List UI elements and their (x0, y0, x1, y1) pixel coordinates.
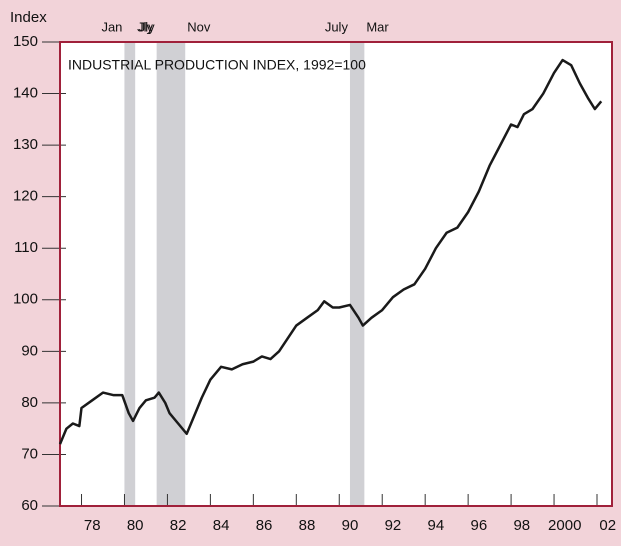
x-tick-label: 96 (470, 517, 487, 534)
x-tick-label: 86 (256, 517, 273, 534)
y-tick-label: 140 (13, 85, 38, 102)
x-tick-label: 80 (127, 517, 144, 534)
y-tick-label: 80 (21, 394, 38, 411)
x-tick-label: 78 (84, 517, 101, 534)
y-tick-label: 70 (21, 445, 38, 462)
recession-end-label: Mar (366, 19, 389, 34)
recession-band (349, 42, 365, 506)
y-tick-label: 150 (13, 33, 38, 50)
x-tick-label: 2000 (548, 517, 581, 534)
y-tick-label: 90 (21, 342, 38, 359)
y-tick-label: 130 (13, 136, 38, 153)
y-tick-label: 110 (14, 239, 38, 256)
x-tick-label: 82 (170, 517, 187, 534)
recession-start-label: July (325, 19, 349, 34)
x-tick-label: 94 (428, 517, 445, 534)
x-tick-label: 98 (513, 517, 530, 534)
x-tick-label: 90 (342, 517, 359, 534)
recession-end-label: Nov (187, 19, 211, 34)
x-tick-label: 88 (299, 517, 316, 534)
data-line (58, 58, 603, 445)
y-tick-label: 60 (21, 497, 38, 514)
recession-end-label: Jly (137, 19, 153, 34)
plot-border (59, 41, 613, 507)
y-tick-label: 100 (13, 291, 38, 308)
recession-band (156, 42, 186, 506)
x-tick-label: 02 (599, 517, 616, 534)
recession-band (124, 42, 136, 506)
y-axis-label: Index (10, 9, 47, 26)
y-tick-label: 120 (13, 188, 38, 205)
recession-start-label: Jly (139, 19, 155, 34)
x-tick-label: 92 (385, 517, 402, 534)
recession-start-label: Jan (101, 19, 122, 34)
chart-title: INDUSTRIAL PRODUCTION INDEX, 1992=100 (68, 57, 366, 73)
x-tick-label: 84 (213, 517, 230, 534)
